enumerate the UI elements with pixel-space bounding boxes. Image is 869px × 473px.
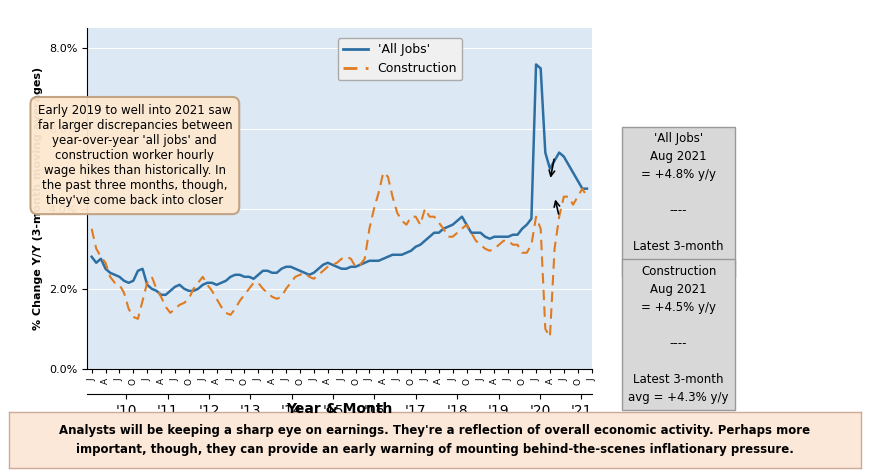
Legend: 'All Jobs', Construction: 'All Jobs', Construction xyxy=(337,38,461,80)
Text: Analysts will be keeping a sharp eye on earnings. They're a reflection of overal: Analysts will be keeping a sharp eye on … xyxy=(59,424,810,456)
Text: Early 2019 to well into 2021 saw
far larger discrepancies between
year-over-year: Early 2019 to well into 2021 saw far lar… xyxy=(37,104,232,207)
Text: Year & Month: Year & Month xyxy=(286,402,392,416)
Text: Construction
Aug 2021
= +4.5% y/y

----

Latest 3-month
avg = +4.3% y/y: Construction Aug 2021 = +4.5% y/y ---- L… xyxy=(627,265,728,404)
Y-axis label: % Change Y/Y (3-month moving averages): % Change Y/Y (3-month moving averages) xyxy=(33,67,43,330)
Text: 'All Jobs'
Aug 2021
= +4.8% y/y

----

Latest 3-month
avg = +4.5% y/y: 'All Jobs' Aug 2021 = +4.8% y/y ---- Lat… xyxy=(627,132,728,272)
